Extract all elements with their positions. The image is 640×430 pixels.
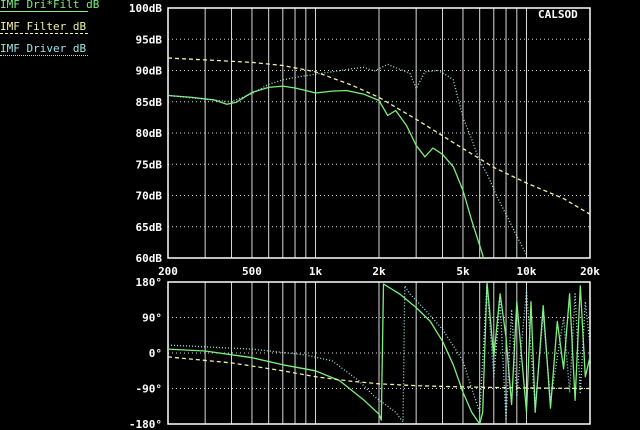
y-tick-label: 90dB	[136, 65, 163, 78]
legend-label: IMF Driver dB	[0, 42, 87, 55]
phase-filter-line	[168, 356, 590, 390]
legend-entry-dri-filt: IMF Dri*Filt dB	[0, 0, 99, 12]
x-tick-label: 5k	[456, 265, 470, 278]
legend-swatch	[0, 11, 88, 12]
y-tick-label: 75dB	[136, 158, 163, 171]
x-tick-label: 10k	[517, 265, 537, 278]
y-tick-label: 65dB	[136, 221, 163, 234]
magnitude-filter-line	[168, 57, 590, 215]
legend-label: IMF Dri*Filt dB	[0, 0, 100, 11]
legend-label: IMF Filter dB	[0, 20, 87, 33]
y-tick-label: 60dB	[136, 252, 163, 265]
legend-entry-filter: IMF Filter dB	[0, 20, 88, 34]
legend-swatch	[0, 33, 88, 34]
y-tick-label: 0°	[149, 347, 162, 360]
x-tick-label: 1k	[309, 265, 323, 278]
plot-frame	[167, 281, 591, 425]
y-tick-label: 85dB	[136, 96, 163, 109]
legend-swatch	[0, 55, 88, 56]
phase-driver-line	[168, 285, 590, 423]
brand-label: CALSOD	[538, 8, 578, 21]
x-tick-label: 20k	[580, 265, 600, 278]
magnitude-driver-line	[168, 63, 528, 256]
y-tick-label: 80dB	[136, 127, 163, 140]
x-tick-label: 500	[242, 265, 262, 278]
legend-entry-driver: IMF Driver dB	[0, 42, 88, 56]
y-tick-label: 90°	[142, 312, 162, 325]
magnitude-dri-filt-line	[168, 85, 484, 258]
plot-frame	[167, 7, 591, 259]
y-tick-label: 100dB	[129, 2, 162, 15]
y-tick-label: 95dB	[136, 33, 163, 46]
phase-dri-filt-line	[168, 282, 590, 424]
x-tick-label: 200	[158, 265, 178, 278]
y-tick-label: -180°	[129, 418, 162, 430]
y-tick-label: 70dB	[136, 190, 163, 203]
x-tick-label: 2k	[372, 265, 386, 278]
y-tick-label: -90°	[136, 383, 163, 396]
y-tick-label: 180°	[136, 276, 163, 289]
